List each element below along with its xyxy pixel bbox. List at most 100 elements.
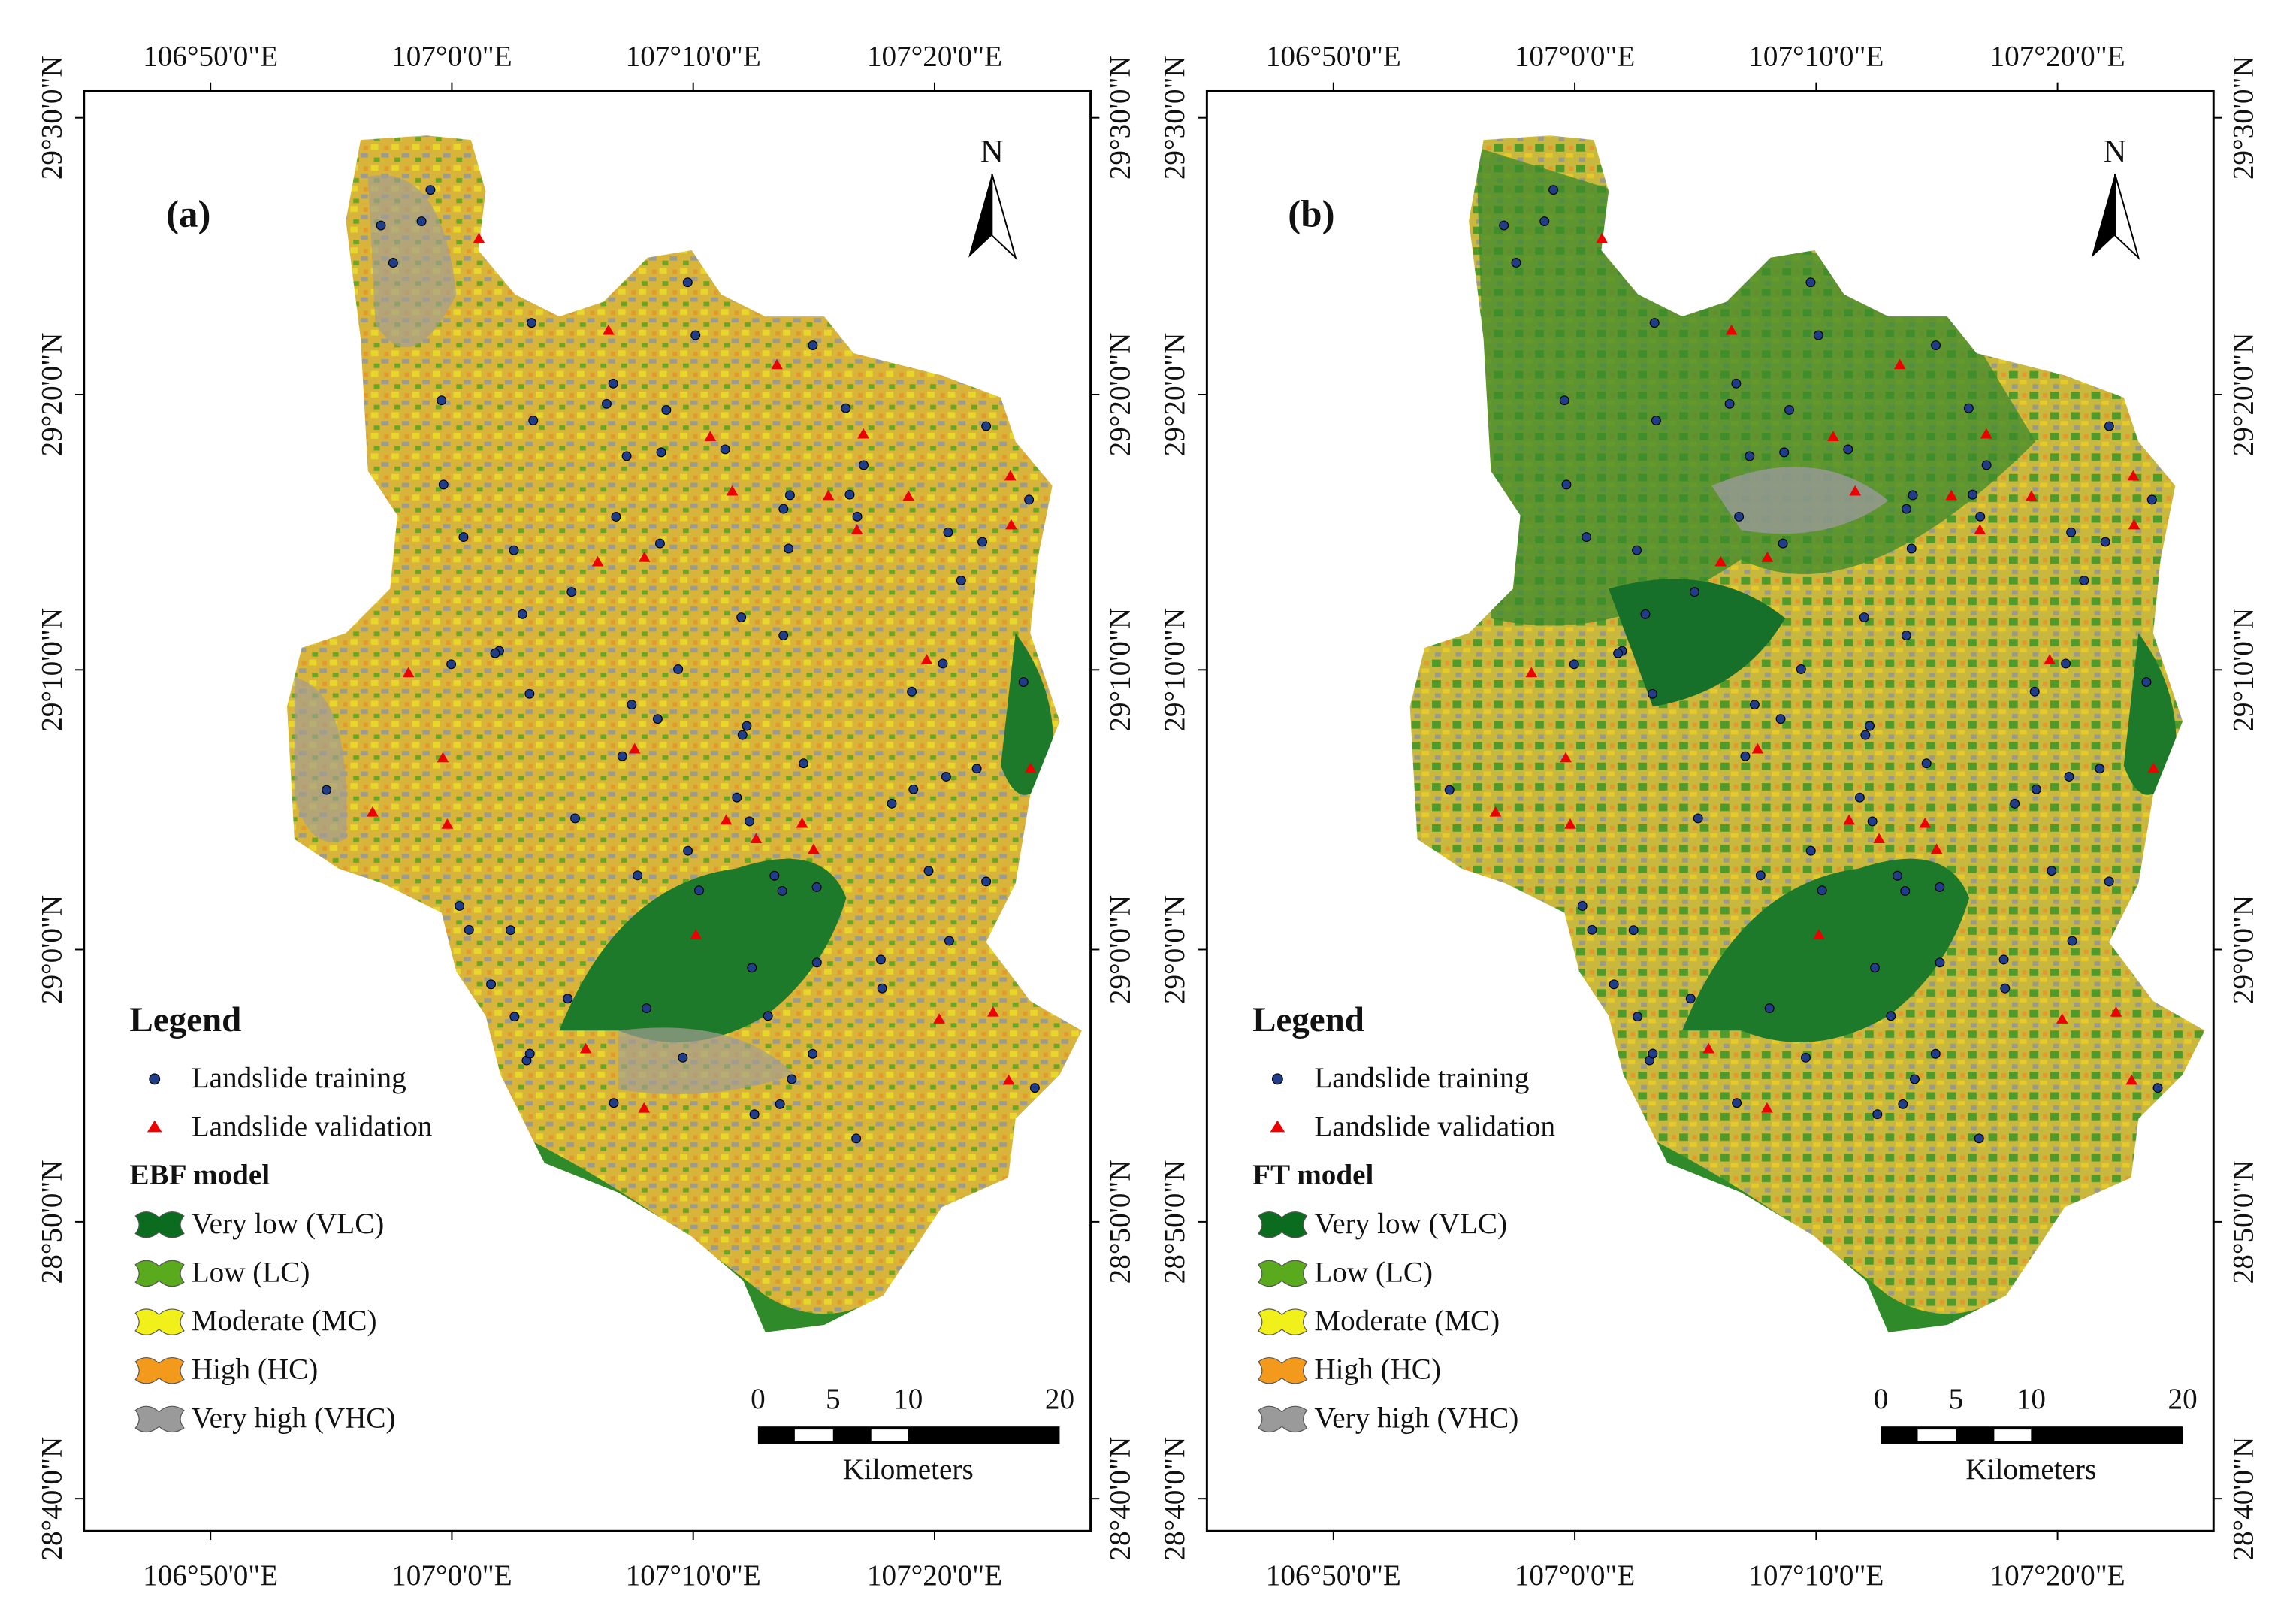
training-point [763,1011,773,1021]
scale-unit: Kilometers [843,1453,974,1486]
training-point [506,925,516,936]
validation-point [1761,1102,1773,1113]
validation-point [1005,519,1017,530]
x-tick-label: 107°0'0"E [391,40,512,72]
x-tick-label: 106°50'0"E [143,40,278,72]
legend-class-swatch [1258,1357,1308,1384]
y-tick-label: 29°20'0"N [1159,333,1191,457]
gray-zone [367,175,457,348]
training-point [509,1012,520,1022]
training-point [732,792,742,803]
validation-point [1489,806,1502,817]
training-point [1559,395,1569,406]
legend-label: Landslide validation [192,1110,433,1142]
training-point [778,504,789,514]
legend-label: Very low (VLC) [1314,1208,1507,1240]
validation-point [1560,752,1572,763]
legend-label: Landslide training [1314,1062,1529,1094]
training-point [981,421,992,431]
scale-bar-segment [1994,1429,2032,1441]
legend-label: Moderate (MC) [1314,1305,1500,1337]
training-point [944,936,954,946]
validation-point [437,752,449,763]
training-point [2141,677,2152,688]
validation-point [1004,470,1017,481]
scale-label: 20 [2168,1383,2198,1415]
legend-label: Very high (VHC) [192,1402,396,1434]
training-point [749,1109,760,1120]
validation-point [1024,762,1037,773]
validation-point [726,485,739,496]
training-point [1724,398,1735,409]
validation-point [638,551,651,562]
scale-bar-segment [1917,1429,1956,1441]
north-label: N [2103,135,2126,170]
training-point [1755,870,1766,881]
training-point [1865,721,1875,731]
x-tick-label: 107°10'0"E [626,40,761,72]
training-point [2010,798,2020,809]
training-point [1854,792,1865,803]
training-point [1775,714,1786,724]
validation-point [473,232,485,243]
scale-label: 5 [826,1383,841,1415]
training-point [1784,404,1794,415]
training-point [1539,216,1550,227]
validation-point [441,818,454,829]
validation-point [1974,524,1986,534]
legend-class-swatch [1258,1405,1308,1433]
training-point [1981,460,1992,470]
validation-point [402,667,415,678]
validation-point [2147,762,2160,773]
training-point [1906,543,1917,554]
training-point [736,612,747,623]
training-point [784,490,795,501]
training-point [1018,677,1029,688]
training-point [775,1099,785,1109]
legend-label: High (HC) [192,1353,319,1386]
legend-label: Low (LC) [1314,1256,1433,1288]
training-point [2104,421,2114,431]
training-point [627,700,637,710]
y-tick-label: 29°10'0"N [1159,608,1191,732]
training-point [1817,885,1827,896]
training-point [1892,870,1902,881]
training-point [808,1048,818,1059]
x-tick-label: 107°10'0"E [626,1559,761,1592]
training-point [747,963,757,973]
forest-zone [1609,579,1786,707]
validation-point [2125,1074,2138,1085]
y-tick-label: 28°50'0"N [36,1160,68,1284]
training-point [971,764,982,774]
legend-label: Moderate (MC) [192,1305,377,1337]
y-tick-label: 28°50'0"N [2227,1160,2259,1284]
validation-point [1813,929,1825,939]
training-point [673,664,684,674]
legend-class-swatch [1258,1260,1308,1287]
study-area [287,135,1082,1332]
y-tick-label: 29°0'0"N [1104,895,1137,1004]
validation-point [367,806,379,817]
legend-label: Low (LC) [192,1256,310,1288]
training-point [1613,648,1624,658]
training-point [633,870,643,881]
legend-class-swatch [134,1260,185,1287]
y-tick-label: 28°40'0"N [1104,1437,1137,1561]
panel-label: (a) [166,194,210,236]
validation-point [2110,1006,2122,1017]
validation-point [1702,1042,1715,1054]
y-tick-label: 28°40'0"N [2227,1437,2259,1561]
validation-point [628,742,641,754]
x-tick-label: 106°50'0"E [1266,1559,1401,1592]
training-point [517,609,527,619]
training-point [654,538,665,549]
legend-label: Very low (VLC) [192,1208,385,1240]
training-point [907,686,917,697]
gray-zone [618,1027,795,1095]
validation-point [690,929,702,939]
training-point [376,220,386,231]
training-point [1859,612,1869,623]
validation-point [2025,490,2038,501]
training-point [1587,924,1597,935]
training-point [908,784,919,794]
